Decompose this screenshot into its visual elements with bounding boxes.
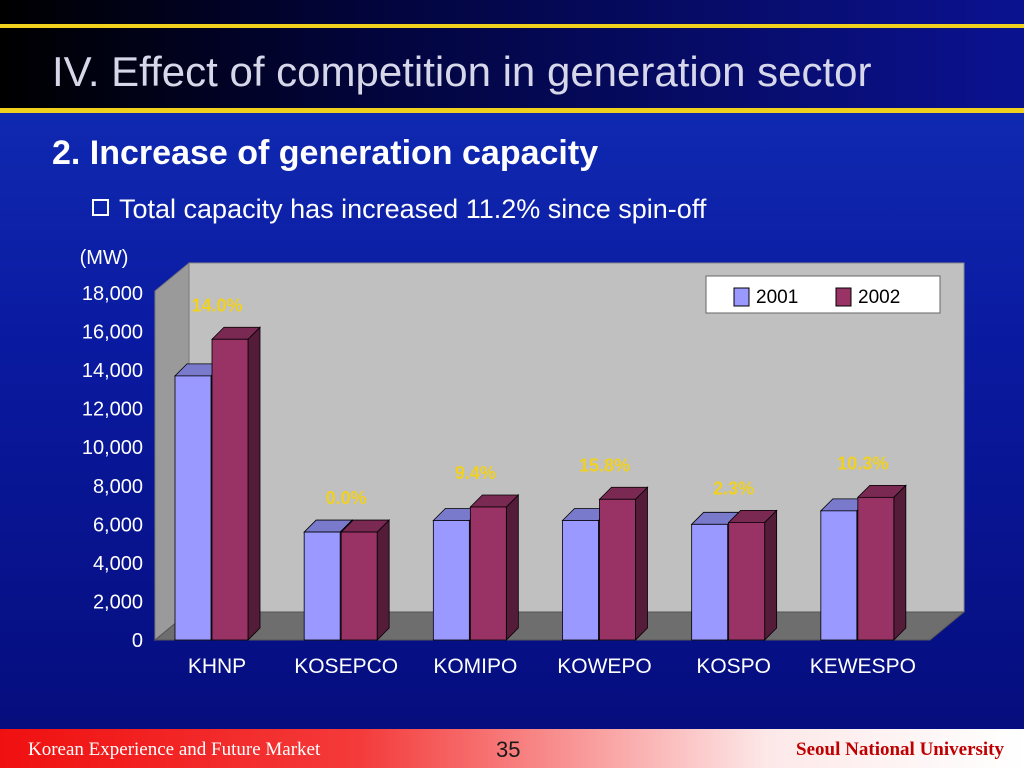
bar-kospo-2002 bbox=[728, 522, 766, 641]
capacity-bar-chart: 0 2,000 4,000 6,000 8,000 10,000 12,000 14,000 1… bbox=[80, 247, 966, 678]
footer-left-text: Korean Experience and Future Market bbox=[28, 739, 321, 760]
x-tick-label: KOMIPO bbox=[433, 655, 517, 678]
bar-side bbox=[893, 484, 907, 641]
growth-annotation: 2.3% bbox=[713, 478, 754, 498]
bar-kosepco-2002 bbox=[340, 531, 378, 641]
bar-side bbox=[376, 519, 390, 641]
x-tick-label: KOSEPCO bbox=[294, 655, 398, 678]
legend-label: 2002 bbox=[858, 287, 900, 308]
page-number: 35 bbox=[496, 737, 521, 762]
y-tick-label: 16,000 bbox=[82, 322, 143, 344]
growth-annotation: 14.0% bbox=[191, 295, 242, 315]
bullet-item: Total capacity has increased 11.2% since… bbox=[92, 194, 706, 225]
bar-kospo-2001 bbox=[691, 523, 729, 641]
title-bottom-rule bbox=[0, 108, 1024, 113]
bar-side bbox=[247, 326, 261, 641]
y-tick-label: 2,000 bbox=[93, 591, 143, 613]
y-tick-label: 14,000 bbox=[82, 360, 143, 382]
bar-khnp-2001 bbox=[174, 375, 212, 641]
bullet-text: Total capacity has increased 11.2% since… bbox=[119, 194, 707, 224]
checkbox-bullet-icon bbox=[92, 199, 109, 216]
bar-kewespo-2001 bbox=[820, 510, 858, 641]
y-tick-label: 8,000 bbox=[93, 476, 143, 498]
y-tick-label: 0 bbox=[132, 630, 143, 652]
growth-annotation: 0.0% bbox=[326, 488, 367, 508]
bar-kosepco-2001 bbox=[303, 531, 341, 641]
bar-side bbox=[764, 509, 778, 641]
bar-kewespo-2002 bbox=[857, 496, 895, 641]
page-title: IV. Effect of competition in generation … bbox=[52, 48, 872, 95]
section-heading: 2. Increase of generation capacity bbox=[52, 134, 599, 172]
x-tick-label: KOSPO bbox=[696, 655, 771, 678]
legend-label: 2001 bbox=[756, 287, 798, 308]
bar-khnp-2002 bbox=[211, 338, 249, 641]
y-tick-label: 12,000 bbox=[82, 399, 143, 421]
y-tick-label: 10,000 bbox=[82, 437, 143, 459]
x-tick-label: KHNP bbox=[188, 655, 246, 678]
title-bar bbox=[0, 0, 1024, 112]
growth-annotation: 9.4% bbox=[455, 463, 496, 483]
legend-swatch-2001 bbox=[733, 287, 750, 307]
x-tick-label: KOWEPO bbox=[557, 655, 652, 678]
y-tick-label: 18,000 bbox=[82, 283, 143, 305]
y-tick-label: 4,000 bbox=[93, 553, 143, 575]
bar-komipo-2002 bbox=[469, 506, 507, 641]
bar-side bbox=[635, 486, 648, 641]
title-top-rule bbox=[0, 24, 1024, 28]
legend-swatch-2002 bbox=[835, 287, 852, 307]
y-tick-label: 6,000 bbox=[93, 514, 143, 536]
y-axis-label: (MW) bbox=[80, 247, 129, 269]
growth-annotation: 15.8% bbox=[579, 455, 630, 475]
footer-right-text: Seoul National University bbox=[796, 739, 1004, 760]
x-tick-label: KEWESPO bbox=[810, 655, 916, 678]
bar-kowepo-2002 bbox=[599, 498, 636, 641]
growth-annotation: 10.3% bbox=[837, 453, 888, 473]
bar-kowepo-2001 bbox=[562, 520, 599, 641]
bar-komipo-2001 bbox=[432, 520, 470, 641]
bar-side bbox=[505, 494, 519, 641]
footer-bar: Korean Experience and Future Market 35 S… bbox=[0, 729, 1024, 768]
